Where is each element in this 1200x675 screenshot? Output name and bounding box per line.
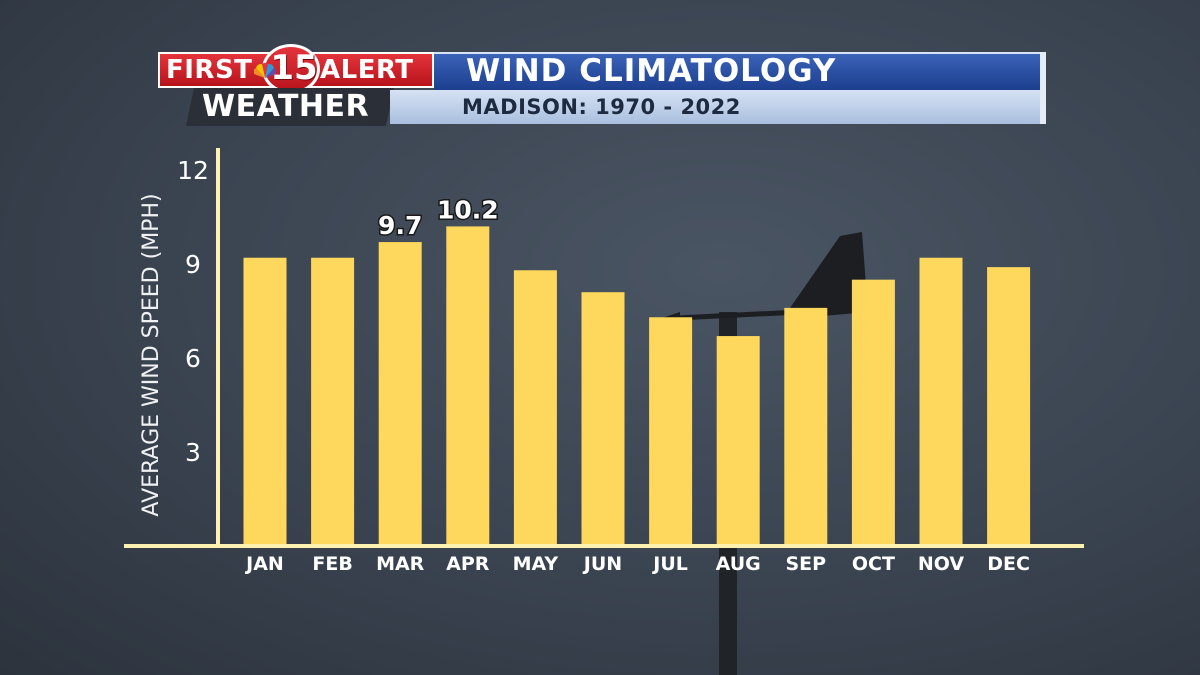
banner-edge [1040, 52, 1046, 124]
title-bar [434, 52, 1046, 90]
logo-alert-text: ALERT [320, 55, 414, 85]
x-tick-label: MAR [376, 553, 425, 575]
bar-jan [243, 257, 287, 546]
x-tick-label: OCT [852, 553, 895, 575]
bar-sep [784, 307, 828, 546]
nbc-peacock-icon [254, 63, 276, 78]
x-tick-label: SEP [786, 553, 827, 575]
x-tick-label: NOV [918, 553, 965, 575]
bar-nov [919, 257, 963, 546]
bar-mar [378, 242, 422, 547]
y-tick-label: 3 [185, 438, 201, 467]
bar-jun [581, 292, 625, 546]
x-tick-label: JAN [244, 553, 284, 575]
x-tick-label: FEB [312, 553, 352, 575]
logo-weather-text: WEATHER [202, 89, 370, 124]
chart-title: WIND CLIMATOLOGY [466, 53, 837, 89]
y-tick-label: 6 [185, 344, 201, 373]
chart-subtitle: MADISON: 1970 - 2022 [462, 95, 741, 119]
bar-jul [649, 317, 693, 546]
bar-feb [311, 257, 355, 546]
bar-dec [987, 267, 1031, 546]
y-tick-label: 9 [185, 250, 201, 279]
x-tick-label: DEC [987, 553, 1030, 575]
bar-apr [446, 226, 490, 546]
logo-first-text: FIRST [166, 55, 253, 85]
bar-oct [851, 279, 895, 546]
logo-channel-number: 15 [270, 48, 318, 88]
data-label-mar: 9.7 [378, 211, 422, 240]
x-tick-label: MAY [513, 553, 559, 575]
y-tick-label: 12 [177, 156, 209, 185]
y-axis-label: AVERAGE WIND SPEED (MPH) [139, 193, 164, 516]
subtitle-bar [390, 90, 1046, 124]
data-label-apr: 10.2 [437, 195, 499, 224]
bar-aug [716, 336, 760, 546]
bar-may [513, 270, 557, 546]
x-tick-label: APR [446, 553, 490, 575]
x-tick-label: JUN [582, 553, 622, 575]
wind-vane-icon [662, 232, 868, 675]
x-tick-label: AUG [716, 553, 761, 575]
x-tick-label: JUL [651, 553, 688, 575]
